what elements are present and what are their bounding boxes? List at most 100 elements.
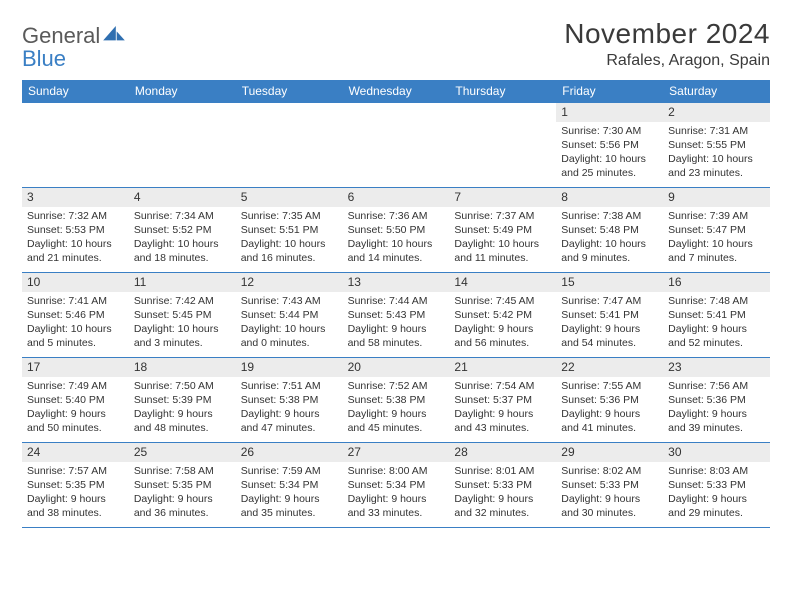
- day-number: 8: [556, 188, 663, 206]
- sunrise-text: Sunrise: 7:57 AM: [27, 464, 124, 478]
- sunrise-text: Sunrise: 7:43 AM: [241, 294, 338, 308]
- sunrise-text: Sunrise: 7:42 AM: [134, 294, 231, 308]
- dow-friday: Friday: [556, 80, 663, 103]
- day-number: 30: [663, 443, 770, 461]
- daylight-text: Daylight: 9 hours and 41 minutes.: [561, 407, 658, 435]
- day-number: 29: [556, 443, 663, 461]
- sunrise-text: Sunrise: 7:59 AM: [241, 464, 338, 478]
- sunrise-text: Sunrise: 8:01 AM: [454, 464, 551, 478]
- page-subtitle: Rafales, Aragon, Spain: [564, 52, 770, 70]
- calendar-cell: [449, 103, 556, 187]
- sunset-text: Sunset: 5:33 PM: [561, 478, 658, 492]
- calendar-cell: 14Sunrise: 7:45 AMSunset: 5:42 PMDayligh…: [449, 273, 556, 357]
- day-body: Sunrise: 7:55 AMSunset: 5:36 PMDaylight:…: [556, 377, 663, 440]
- day-number: [343, 103, 450, 121]
- day-number: 25: [129, 443, 236, 461]
- sunrise-text: Sunrise: 7:48 AM: [668, 294, 765, 308]
- sunset-text: Sunset: 5:51 PM: [241, 223, 338, 237]
- day-body: Sunrise: 7:34 AMSunset: 5:52 PMDaylight:…: [129, 207, 236, 270]
- day-number: 1: [556, 103, 663, 121]
- sunset-text: Sunset: 5:41 PM: [561, 308, 658, 322]
- calendar-cell: 17Sunrise: 7:49 AMSunset: 5:40 PMDayligh…: [22, 358, 129, 442]
- day-number: 18: [129, 358, 236, 376]
- calendar-cell: 10Sunrise: 7:41 AMSunset: 5:46 PMDayligh…: [22, 273, 129, 357]
- daylight-text: Daylight: 10 hours and 3 minutes.: [134, 322, 231, 350]
- sunrise-text: Sunrise: 7:56 AM: [668, 379, 765, 393]
- calendar-cell: 21Sunrise: 7:54 AMSunset: 5:37 PMDayligh…: [449, 358, 556, 442]
- day-body: Sunrise: 7:52 AMSunset: 5:38 PMDaylight:…: [343, 377, 450, 440]
- day-body: Sunrise: 7:36 AMSunset: 5:50 PMDaylight:…: [343, 207, 450, 270]
- daylight-text: Daylight: 9 hours and 52 minutes.: [668, 322, 765, 350]
- daylight-text: Daylight: 9 hours and 33 minutes.: [348, 492, 445, 520]
- header: General Blue November 2024 Rafales, Arag…: [22, 18, 770, 70]
- dow-sunday: Sunday: [22, 80, 129, 103]
- sunrise-text: Sunrise: 7:30 AM: [561, 124, 658, 138]
- daylight-text: Daylight: 10 hours and 16 minutes.: [241, 237, 338, 265]
- sunrise-text: Sunrise: 8:02 AM: [561, 464, 658, 478]
- calendar-cell: 1Sunrise: 7:30 AMSunset: 5:56 PMDaylight…: [556, 103, 663, 187]
- sunrise-text: Sunrise: 7:35 AM: [241, 209, 338, 223]
- calendar-cell: 18Sunrise: 7:50 AMSunset: 5:39 PMDayligh…: [129, 358, 236, 442]
- daylight-text: Daylight: 9 hours and 30 minutes.: [561, 492, 658, 520]
- sunrise-text: Sunrise: 7:45 AM: [454, 294, 551, 308]
- daylight-text: Daylight: 10 hours and 9 minutes.: [561, 237, 658, 265]
- day-number: 7: [449, 188, 556, 206]
- day-body: Sunrise: 8:02 AMSunset: 5:33 PMDaylight:…: [556, 462, 663, 525]
- day-body: Sunrise: 7:32 AMSunset: 5:53 PMDaylight:…: [22, 207, 129, 270]
- dow-wednesday: Wednesday: [343, 80, 450, 103]
- daylight-text: Daylight: 9 hours and 32 minutes.: [454, 492, 551, 520]
- day-number: 26: [236, 443, 343, 461]
- daylight-text: Daylight: 9 hours and 43 minutes.: [454, 407, 551, 435]
- day-number: 24: [22, 443, 129, 461]
- calendar-week: 1Sunrise: 7:30 AMSunset: 5:56 PMDaylight…: [22, 103, 770, 188]
- day-body: Sunrise: 7:51 AMSunset: 5:38 PMDaylight:…: [236, 377, 343, 440]
- sunrise-text: Sunrise: 7:34 AM: [134, 209, 231, 223]
- day-body: Sunrise: 7:57 AMSunset: 5:35 PMDaylight:…: [22, 462, 129, 525]
- sunset-text: Sunset: 5:56 PM: [561, 138, 658, 152]
- day-body: Sunrise: 7:38 AMSunset: 5:48 PMDaylight:…: [556, 207, 663, 270]
- sunrise-text: Sunrise: 7:41 AM: [27, 294, 124, 308]
- calendar-cell: [236, 103, 343, 187]
- calendar-week: 3Sunrise: 7:32 AMSunset: 5:53 PMDaylight…: [22, 188, 770, 273]
- sunset-text: Sunset: 5:47 PM: [668, 223, 765, 237]
- sunrise-text: Sunrise: 7:36 AM: [348, 209, 445, 223]
- sunset-text: Sunset: 5:44 PM: [241, 308, 338, 322]
- sunset-text: Sunset: 5:38 PM: [241, 393, 338, 407]
- day-body: Sunrise: 8:01 AMSunset: 5:33 PMDaylight:…: [449, 462, 556, 525]
- calendar-page: General Blue November 2024 Rafales, Arag…: [0, 0, 792, 528]
- logo-word1: General: [22, 23, 100, 48]
- day-number: 6: [343, 188, 450, 206]
- day-number: 2: [663, 103, 770, 121]
- calendar-cell: 19Sunrise: 7:51 AMSunset: 5:38 PMDayligh…: [236, 358, 343, 442]
- sunrise-text: Sunrise: 7:49 AM: [27, 379, 124, 393]
- sunset-text: Sunset: 5:45 PM: [134, 308, 231, 322]
- dow-tuesday: Tuesday: [236, 80, 343, 103]
- sunset-text: Sunset: 5:33 PM: [668, 478, 765, 492]
- sunrise-text: Sunrise: 8:03 AM: [668, 464, 765, 478]
- sunset-text: Sunset: 5:35 PM: [27, 478, 124, 492]
- daylight-text: Daylight: 9 hours and 58 minutes.: [348, 322, 445, 350]
- day-number: 20: [343, 358, 450, 376]
- daylight-text: Daylight: 9 hours and 36 minutes.: [134, 492, 231, 520]
- sunset-text: Sunset: 5:46 PM: [27, 308, 124, 322]
- sunset-text: Sunset: 5:43 PM: [348, 308, 445, 322]
- day-number: 12: [236, 273, 343, 291]
- calendar-cell: 16Sunrise: 7:48 AMSunset: 5:41 PMDayligh…: [663, 273, 770, 357]
- day-number: 11: [129, 273, 236, 291]
- daylight-text: Daylight: 10 hours and 21 minutes.: [27, 237, 124, 265]
- calendar-cell: 4Sunrise: 7:34 AMSunset: 5:52 PMDaylight…: [129, 188, 236, 272]
- weeks-container: 1 Sunrise: 7:30 AMSunset: 5:56 PM Daylight…: [22, 103, 770, 528]
- day-body: Sunrise: 8:00 AMSunset: 5:34 PMDaylight:…: [343, 462, 450, 525]
- calendar-cell: 8Sunrise: 7:38 AMSunset: 5:48 PMDaylight…: [556, 188, 663, 272]
- sunset-text: Sunset: 5:53 PM: [27, 223, 124, 237]
- sunrise-text: Sunrise: 7:52 AM: [348, 379, 445, 393]
- logo: General Blue: [22, 18, 125, 70]
- sunrise-text: Sunrise: 7:51 AM: [241, 379, 338, 393]
- calendar-cell: 15Sunrise: 7:47 AMSunset: 5:41 PMDayligh…: [556, 273, 663, 357]
- day-number: 9: [663, 188, 770, 206]
- calendar-cell: 9Sunrise: 7:39 AMSunset: 5:47 PMDaylight…: [663, 188, 770, 272]
- day-number: 19: [236, 358, 343, 376]
- sunset-text: Sunset: 5:39 PM: [134, 393, 231, 407]
- day-body: Sunrise: 7:35 AMSunset: 5:51 PMDaylight:…: [236, 207, 343, 270]
- day-body: Sunrise: 7:45 AMSunset: 5:42 PMDaylight:…: [449, 292, 556, 355]
